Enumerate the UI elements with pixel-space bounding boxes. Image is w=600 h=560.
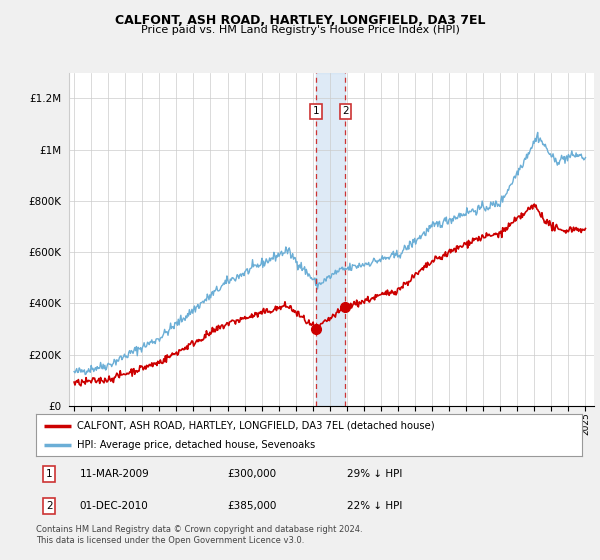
Text: Price paid vs. HM Land Registry's House Price Index (HPI): Price paid vs. HM Land Registry's House … [140,25,460,35]
Text: 22% ↓ HPI: 22% ↓ HPI [347,501,403,511]
Text: £300,000: £300,000 [227,469,276,479]
Text: 01-DEC-2010: 01-DEC-2010 [80,501,148,511]
Text: £385,000: £385,000 [227,501,277,511]
Text: HPI: Average price, detached house, Sevenoaks: HPI: Average price, detached house, Seve… [77,440,315,450]
Text: 2: 2 [342,106,349,116]
Text: 29% ↓ HPI: 29% ↓ HPI [347,469,403,479]
Text: CALFONT, ASH ROAD, HARTLEY, LONGFIELD, DA3 7EL (detached house): CALFONT, ASH ROAD, HARTLEY, LONGFIELD, D… [77,421,434,431]
Text: 2: 2 [46,501,52,511]
Text: 1: 1 [313,106,319,116]
Text: 11-MAR-2009: 11-MAR-2009 [80,469,149,479]
Text: Contains HM Land Registry data © Crown copyright and database right 2024.
This d: Contains HM Land Registry data © Crown c… [36,525,362,545]
Text: CALFONT, ASH ROAD, HARTLEY, LONGFIELD, DA3 7EL: CALFONT, ASH ROAD, HARTLEY, LONGFIELD, D… [115,14,485,27]
Bar [316,73,346,406]
Text: 1: 1 [46,469,52,479]
